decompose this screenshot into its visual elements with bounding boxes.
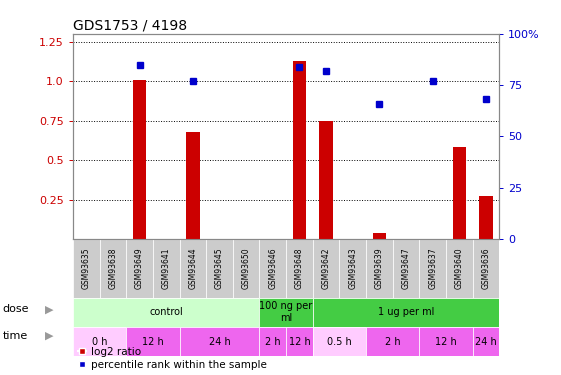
Text: GSM93647: GSM93647 <box>402 248 411 289</box>
Text: GSM93643: GSM93643 <box>348 248 357 289</box>
Text: 100 ng per
ml: 100 ng per ml <box>260 302 312 323</box>
Bar <box>366 327 420 356</box>
Bar <box>420 327 472 356</box>
Bar <box>319 121 333 239</box>
Bar <box>153 239 180 298</box>
Legend: log2 ratio, percentile rank within the sample: log2 ratio, percentile rank within the s… <box>78 346 266 370</box>
Bar <box>259 239 286 298</box>
Bar <box>233 239 259 298</box>
Text: GDS1753 / 4198: GDS1753 / 4198 <box>73 19 187 33</box>
Text: GSM93649: GSM93649 <box>135 248 144 289</box>
Bar <box>293 61 306 239</box>
Bar <box>126 327 180 356</box>
Text: dose: dose <box>3 304 29 314</box>
Bar <box>313 327 366 356</box>
Text: 2 h: 2 h <box>385 337 401 346</box>
Text: GSM93644: GSM93644 <box>188 248 197 289</box>
Text: GSM93641: GSM93641 <box>162 248 171 289</box>
Text: GSM93648: GSM93648 <box>295 248 304 289</box>
Bar <box>366 239 393 298</box>
Bar <box>313 239 339 298</box>
Bar <box>339 239 366 298</box>
Bar <box>133 80 146 239</box>
Bar <box>73 239 100 298</box>
Text: GSM93645: GSM93645 <box>215 248 224 289</box>
Bar <box>286 239 313 298</box>
Text: GSM93637: GSM93637 <box>428 248 437 289</box>
Text: 24 h: 24 h <box>475 337 497 346</box>
Bar <box>126 239 153 298</box>
Text: GSM93640: GSM93640 <box>455 248 464 289</box>
Bar <box>373 232 386 239</box>
Bar <box>73 298 259 327</box>
Bar <box>206 239 233 298</box>
Bar <box>453 147 466 239</box>
Bar <box>259 298 313 327</box>
Text: 12 h: 12 h <box>142 337 164 346</box>
Bar <box>259 327 286 356</box>
Text: control: control <box>149 307 183 317</box>
Text: 12 h: 12 h <box>435 337 457 346</box>
Bar <box>73 327 126 356</box>
Bar <box>180 327 259 356</box>
Text: 0 h: 0 h <box>92 337 107 346</box>
Text: 1 ug per ml: 1 ug per ml <box>378 307 434 317</box>
Bar <box>472 239 499 298</box>
Text: time: time <box>3 331 28 340</box>
Text: 24 h: 24 h <box>209 337 231 346</box>
Text: GSM93646: GSM93646 <box>268 248 277 289</box>
Bar <box>393 239 420 298</box>
Text: 2 h: 2 h <box>265 337 280 346</box>
Text: GSM93635: GSM93635 <box>82 248 91 289</box>
Bar <box>479 196 493 239</box>
Text: 0.5 h: 0.5 h <box>327 337 352 346</box>
Bar <box>186 132 200 239</box>
Text: ▶: ▶ <box>45 304 54 314</box>
Bar <box>472 327 499 356</box>
Text: 12 h: 12 h <box>288 337 310 346</box>
Bar <box>100 239 126 298</box>
Text: GSM93636: GSM93636 <box>481 248 490 289</box>
Text: GSM93650: GSM93650 <box>242 248 251 289</box>
Text: GSM93642: GSM93642 <box>321 248 330 289</box>
Text: GSM93639: GSM93639 <box>375 248 384 289</box>
Text: ▶: ▶ <box>45 331 54 340</box>
Bar <box>446 239 472 298</box>
Text: GSM93638: GSM93638 <box>108 248 117 289</box>
Bar <box>180 239 206 298</box>
Bar <box>420 239 446 298</box>
Bar <box>286 327 313 356</box>
Bar <box>313 298 499 327</box>
